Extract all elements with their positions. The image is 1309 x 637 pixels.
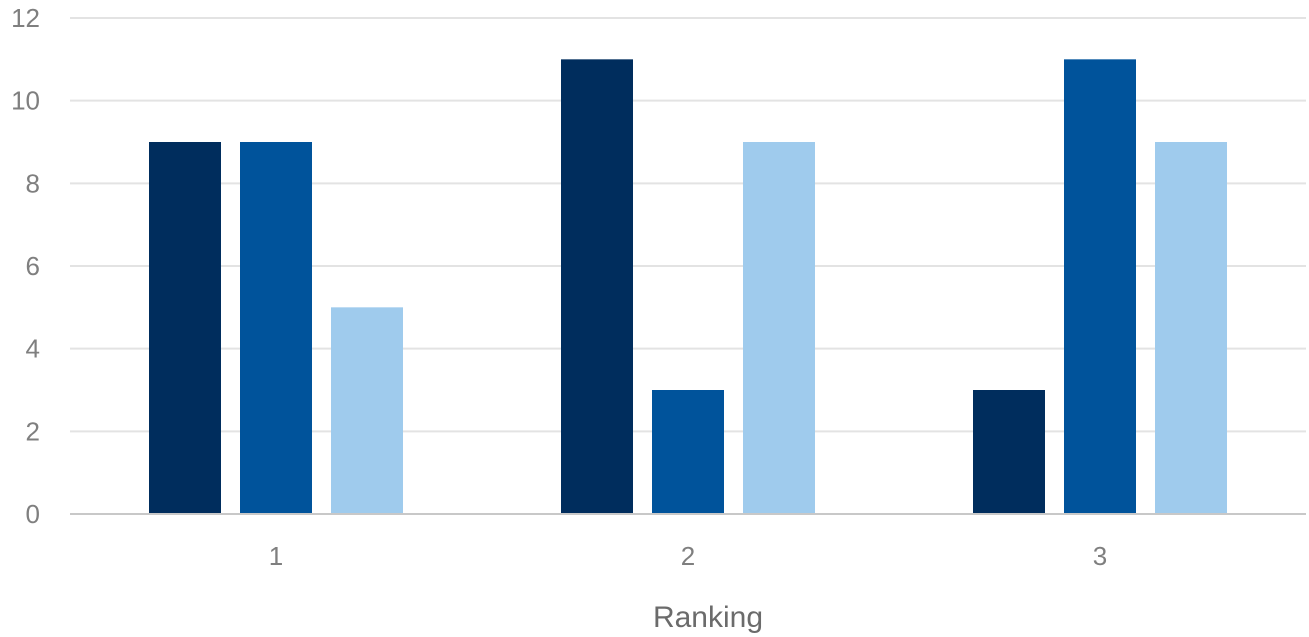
bar: [1064, 59, 1136, 514]
x-tick-label: 1: [269, 541, 283, 571]
bar: [561, 59, 633, 514]
y-tick-label: 6: [26, 251, 40, 281]
bar: [240, 142, 312, 514]
x-tick-label: 2: [681, 541, 695, 571]
y-tick-label: 0: [26, 499, 40, 529]
y-tick-label: 10: [11, 86, 40, 116]
y-tick-label: 2: [26, 416, 40, 446]
bar: [652, 390, 724, 514]
bar: [743, 142, 815, 514]
bar: [1155, 142, 1227, 514]
x-axis-title: Ranking: [653, 601, 763, 634]
bar: [973, 390, 1045, 514]
x-axis-ticks: 1 2 3: [269, 541, 1107, 571]
y-tick-label: 4: [26, 334, 40, 364]
y-tick-label: 12: [11, 3, 40, 33]
bar: [331, 307, 403, 514]
y-tick-label: 8: [26, 168, 40, 198]
bar: [149, 142, 221, 514]
bars: [149, 59, 1227, 514]
y-axis-ticks: 0 2 4 6 8 10 12: [11, 3, 40, 529]
x-tick-label: 3: [1093, 541, 1107, 571]
